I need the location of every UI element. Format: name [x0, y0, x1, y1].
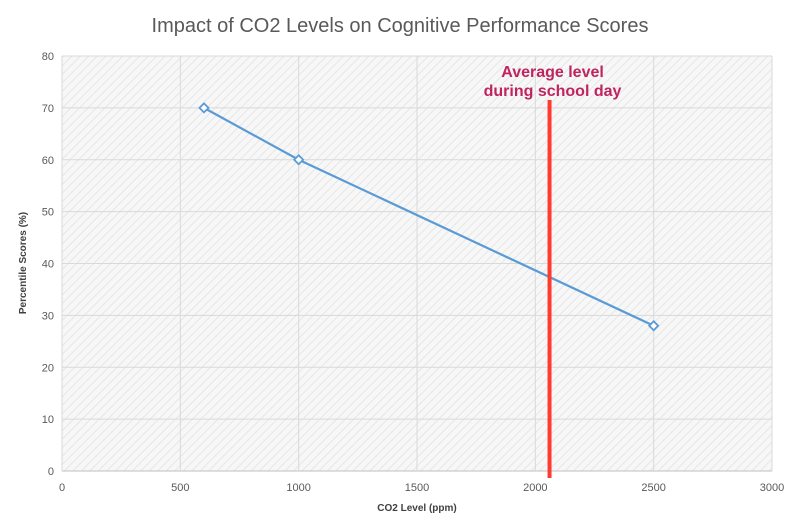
annotation-label: during school day: [484, 83, 622, 100]
data-point-marker: [647, 319, 660, 332]
y-tick-label: 10: [42, 414, 54, 426]
y-tick-label: 50: [42, 207, 54, 219]
x-tick-label: 1000: [286, 482, 310, 494]
x-axis-ticks: 0 500 1000 1500 2000 2500 3000: [59, 482, 784, 494]
annotation-label: Average level: [501, 64, 604, 81]
x-tick-label: 500: [171, 482, 189, 494]
data-point-marker: [198, 102, 210, 114]
x-axis-label: CO2 Level (ppm): [377, 503, 456, 514]
grid-lines: [61, 55, 773, 472]
y-tick-label: 30: [42, 310, 54, 322]
x-tick-label: 2500: [641, 482, 665, 494]
y-tick-label: 0: [48, 466, 54, 478]
annotations-group: Average level during school day: [484, 64, 622, 478]
y-tick-label: 80: [42, 51, 54, 63]
x-tick-label: 0: [59, 482, 65, 494]
x-tick-label: 1500: [405, 482, 429, 494]
x-tick-label: 2000: [523, 482, 547, 494]
y-tick-label: 60: [42, 155, 54, 167]
data-point-marker: [292, 153, 305, 166]
y-tick-label: 20: [42, 362, 54, 374]
y-axis-label: Percentile Scores (%): [18, 212, 29, 314]
y-axis-ticks: 0 10 20 30 40 50 60 70 80: [42, 51, 54, 478]
y-tick-label: 70: [42, 103, 54, 115]
y-tick-label: 40: [42, 259, 54, 271]
x-tick-label: 3000: [760, 482, 784, 494]
chart-title: Impact of CO2 Levels on Cognitive Perfor…: [152, 15, 649, 37]
series-group: [198, 102, 660, 332]
